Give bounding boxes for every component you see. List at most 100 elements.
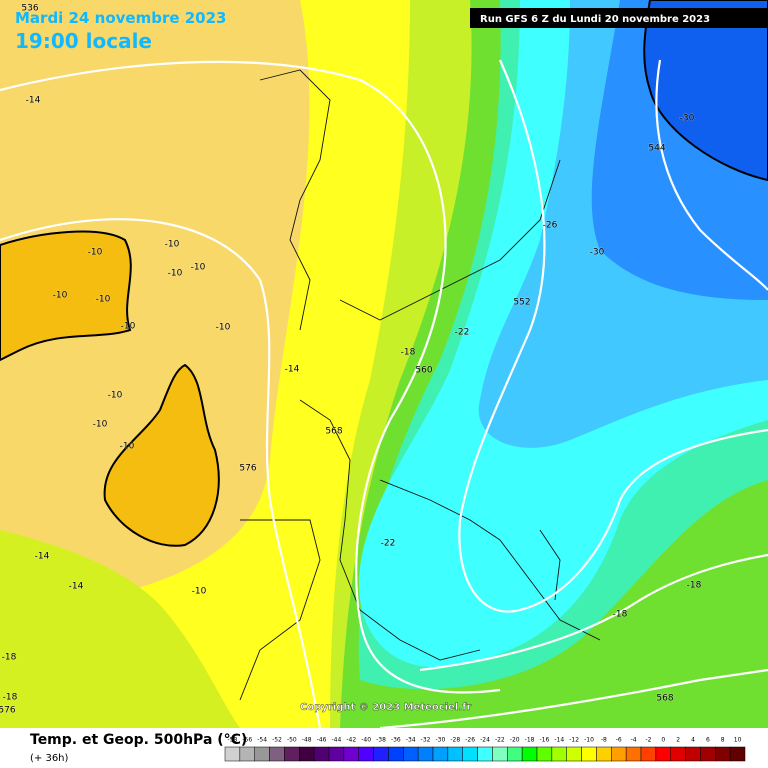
map bbox=[0, 0, 768, 730]
run-box bbox=[470, 8, 768, 28]
legend-label: -12 bbox=[569, 737, 579, 744]
contour-label: -14 bbox=[285, 365, 300, 375]
contour-label: -10 bbox=[165, 240, 180, 250]
contour-label: -18 bbox=[2, 653, 17, 663]
copyright: Copyright © 2023 Meteociel.fr bbox=[300, 702, 471, 713]
legend-label: -40 bbox=[361, 737, 371, 744]
legend-swatch bbox=[462, 746, 478, 762]
contour-label: -18 bbox=[3, 693, 18, 703]
legend-swatch bbox=[611, 746, 627, 762]
legend-swatch bbox=[432, 746, 449, 762]
contour-label: -10 bbox=[96, 295, 111, 305]
legend-swatch bbox=[729, 746, 746, 762]
contour-label: -10 bbox=[88, 248, 103, 258]
legend-swatch bbox=[625, 746, 642, 762]
legend-label: -14 bbox=[554, 737, 564, 744]
legend-label: -44 bbox=[332, 737, 342, 744]
legend-label: -26 bbox=[465, 737, 475, 744]
contour-label: -10 bbox=[191, 263, 206, 273]
legend-label: -2 bbox=[645, 737, 651, 744]
legend-swatch bbox=[284, 746, 300, 762]
contour-labels: 536 -14 -10 -10 -10 -10 -10 -10 -10 -10 -10 -10 -10 -… bbox=[0, 3, 702, 716]
legend-label: -24 bbox=[480, 737, 490, 744]
contour-label: -10 bbox=[216, 323, 231, 333]
contour bbox=[419, 553, 768, 672]
legend-label: -46 bbox=[317, 737, 327, 744]
warm-area bbox=[0, 230, 132, 362]
legend-label: -34 bbox=[406, 737, 416, 744]
legend-swatch bbox=[239, 746, 255, 762]
legend-swatch bbox=[670, 746, 686, 762]
contour-label: -18 bbox=[401, 348, 416, 358]
legend-swatch bbox=[551, 746, 567, 762]
legend-swatch bbox=[566, 746, 582, 762]
legend-label: 8 bbox=[721, 737, 725, 744]
legend-label: -48 bbox=[302, 737, 312, 744]
contour-label: -18 bbox=[613, 610, 628, 620]
legend-swatch bbox=[358, 746, 374, 762]
legend-swatch bbox=[715, 746, 731, 762]
legend-label: 6 bbox=[706, 737, 710, 744]
contour-label: 536 bbox=[21, 4, 38, 14]
coastline bbox=[239, 69, 601, 701]
contour-label: -10 bbox=[168, 269, 183, 279]
legend-label: 2 bbox=[676, 737, 680, 744]
date: Mardi 24 novembre 2023 bbox=[15, 9, 227, 27]
contour-label: -22 bbox=[381, 539, 396, 549]
legend-swatch bbox=[254, 746, 270, 762]
warm-area bbox=[103, 363, 220, 547]
contour-label: -10 bbox=[192, 587, 207, 597]
legend-label: -22 bbox=[495, 737, 505, 744]
legend-swatch bbox=[655, 746, 671, 762]
legend: -58 -56 -54 -52 -50 -48 -46 -44 -42 -40 -38 -36 -34-… bbox=[224, 737, 746, 762]
contour bbox=[0, 218, 322, 729]
legend-swatch bbox=[685, 746, 701, 762]
contour-label: 568 bbox=[656, 694, 673, 704]
contour-label: -14 bbox=[26, 96, 41, 106]
footer-title: Temp. et Geop. 500hPa (°C) bbox=[30, 732, 247, 748]
legend-label: -6 bbox=[616, 737, 622, 744]
contour-label: -22 bbox=[455, 328, 470, 338]
legend-label: -52 bbox=[272, 737, 282, 744]
legend-swatch bbox=[224, 746, 241, 762]
contour-label: -10 bbox=[93, 420, 108, 430]
legend-swatch bbox=[640, 746, 657, 762]
legend-label: -30 bbox=[436, 737, 446, 744]
contour-label: 576 bbox=[239, 464, 256, 474]
contour-label: 568 bbox=[325, 427, 342, 437]
contour-label: -10 bbox=[120, 442, 135, 452]
legend-label: -36 bbox=[391, 737, 401, 744]
legend-swatch bbox=[403, 746, 419, 762]
legend-swatch bbox=[328, 746, 345, 762]
footer-lead: (+ 36h) bbox=[30, 753, 69, 764]
legend-swatch bbox=[417, 746, 434, 762]
legend-swatch bbox=[447, 746, 463, 762]
legend-swatch bbox=[581, 746, 597, 762]
contour-label: -26 bbox=[543, 221, 558, 231]
contour bbox=[655, 59, 768, 291]
legend-label: -20 bbox=[510, 737, 520, 744]
legend-swatch bbox=[700, 746, 716, 762]
legend-swatch bbox=[507, 746, 523, 762]
legend-label: -10 bbox=[584, 737, 594, 744]
legend-label: 10 bbox=[734, 737, 742, 744]
legend-label: -32 bbox=[421, 737, 431, 744]
contour-label: -10 bbox=[53, 291, 68, 301]
legend-label: 4 bbox=[691, 737, 695, 744]
legend-label: -58 bbox=[228, 737, 238, 744]
contour-label: 552 bbox=[513, 298, 530, 308]
contour-label: -30 bbox=[680, 114, 695, 124]
legend-label: -50 bbox=[287, 737, 297, 744]
legend-swatch bbox=[477, 746, 493, 762]
contour-label: -10 bbox=[108, 391, 123, 401]
legend-label: -54 bbox=[257, 737, 267, 744]
legend-label: -4 bbox=[631, 737, 637, 744]
run-info: Run GFS 6 Z du Lundi 20 novembre 2023 bbox=[480, 14, 710, 25]
legend-label: -16 bbox=[540, 737, 550, 744]
contour bbox=[458, 59, 768, 613]
contour-label: 544 bbox=[648, 144, 665, 154]
legend-swatch bbox=[373, 746, 389, 762]
legend-label: -28 bbox=[450, 737, 460, 744]
